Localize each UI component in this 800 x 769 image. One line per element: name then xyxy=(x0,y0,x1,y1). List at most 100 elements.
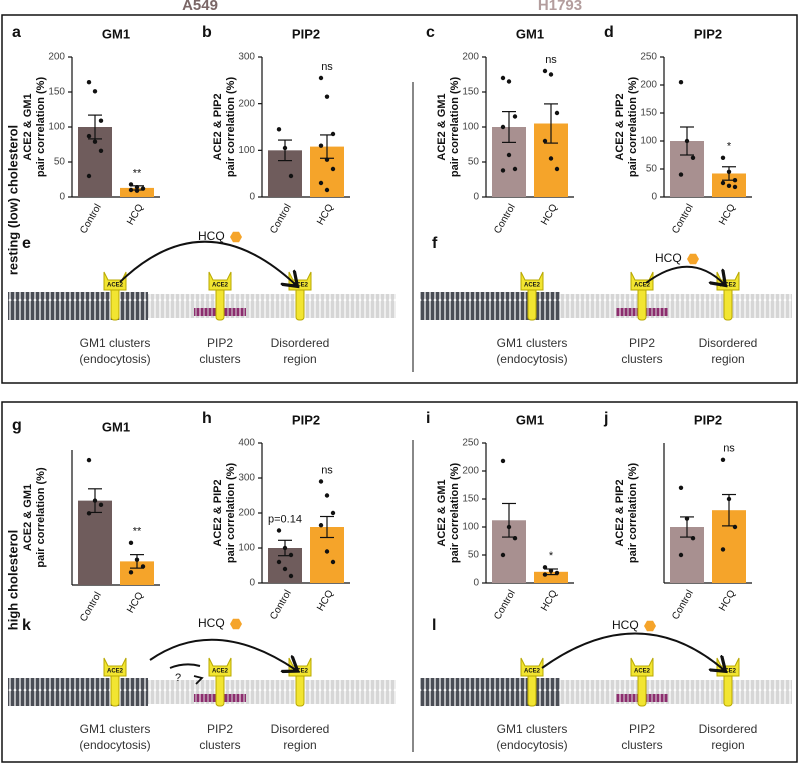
data-point xyxy=(500,75,506,81)
y-tick-label: 100 xyxy=(238,145,255,156)
significance-label: * xyxy=(727,141,732,153)
data-point xyxy=(288,552,294,558)
data-point xyxy=(512,114,518,119)
receptor-label: ACE2 xyxy=(212,283,229,289)
y-tick-label: 200 xyxy=(462,466,479,477)
data-point xyxy=(690,536,696,541)
x-tick-label: Control xyxy=(492,202,518,235)
significance-label: ** xyxy=(133,167,142,179)
y-tick-label: 0 xyxy=(249,192,255,203)
bar xyxy=(120,561,154,585)
data-point xyxy=(500,552,506,558)
x-tick-label: Control xyxy=(268,202,294,235)
receptor-label: ACE2 xyxy=(524,283,541,289)
data-point xyxy=(288,573,294,579)
data-point xyxy=(92,139,98,144)
y-axis-label: pair correlation (%) xyxy=(35,77,47,178)
ace2-receptor: ACE2 xyxy=(208,271,232,321)
receptor-stem xyxy=(295,285,305,321)
section-box xyxy=(1,14,798,384)
region-label: PIP2 xyxy=(207,336,233,350)
y-tick-label: 150 xyxy=(462,87,479,98)
panel-letter: h xyxy=(202,410,212,427)
data-point xyxy=(276,127,282,132)
significance-label: ns xyxy=(321,464,333,476)
receptor-label: ACE2 xyxy=(292,669,309,675)
chart-title: PIP2 xyxy=(694,412,722,427)
region-label: region xyxy=(283,738,316,752)
data-point xyxy=(720,457,726,462)
data-point xyxy=(542,138,548,144)
significance-label: * xyxy=(549,550,554,562)
data-point xyxy=(720,180,726,186)
panel-letter: l xyxy=(432,617,436,634)
y-tick-label: 200 xyxy=(238,508,255,519)
data-point xyxy=(324,94,330,99)
significance-label: ns xyxy=(723,443,735,455)
data-point xyxy=(98,118,104,123)
drug-icon xyxy=(687,253,699,265)
data-point xyxy=(684,138,690,144)
y-tick-label: 100 xyxy=(48,122,65,133)
receptor-head xyxy=(103,657,127,677)
data-point xyxy=(732,184,738,190)
row-label: high cholesterol xyxy=(5,530,20,630)
data-point xyxy=(282,145,288,151)
receptor-head xyxy=(208,657,232,677)
data-point xyxy=(500,124,506,130)
panel-letter: d xyxy=(604,24,614,41)
receptor-stem xyxy=(110,671,120,707)
data-point xyxy=(128,187,134,193)
data-point xyxy=(128,540,134,546)
chart-title: GM1 xyxy=(102,419,130,434)
y-tick-label: 250 xyxy=(462,438,479,449)
data-point xyxy=(554,570,560,576)
ace2-receptor: ACE2 xyxy=(520,657,544,707)
x-tick-label: Control xyxy=(268,588,294,621)
data-point xyxy=(678,172,684,177)
y-axis-label: pair correlation (%) xyxy=(627,77,639,178)
y-tick-label: 200 xyxy=(640,80,657,91)
receptor-label: ACE2 xyxy=(524,669,541,675)
data-point xyxy=(512,166,518,172)
data-point xyxy=(726,169,732,174)
data-point xyxy=(318,479,324,484)
data-point xyxy=(330,131,336,137)
data-point xyxy=(720,547,726,552)
x-tick-label: HCQ xyxy=(315,202,336,227)
data-point xyxy=(330,166,336,172)
chart-title: PIP2 xyxy=(292,412,320,427)
membrane-disordered xyxy=(148,680,396,704)
y-tick-label: 200 xyxy=(462,52,479,63)
receptor-label: ACE2 xyxy=(212,669,229,675)
membrane-ordered xyxy=(8,292,148,320)
y-tick-label: 100 xyxy=(640,136,657,147)
x-tick-label: Control xyxy=(670,202,696,235)
y-tick-label: 150 xyxy=(48,87,65,98)
x-tick-label: HCQ xyxy=(717,202,738,227)
receptor-head xyxy=(520,271,544,291)
significance-label: ns xyxy=(545,54,557,66)
data-point xyxy=(330,559,336,565)
data-point xyxy=(282,566,288,572)
data-point xyxy=(324,549,330,554)
panel-letter: g xyxy=(12,417,22,434)
chart-title: GM1 xyxy=(516,26,544,41)
data-point xyxy=(276,559,282,565)
data-point xyxy=(86,511,92,516)
y-tick-label: 50 xyxy=(54,157,66,168)
panel-letter: i xyxy=(426,410,430,427)
receptor-stem xyxy=(215,285,225,321)
data-point xyxy=(690,155,696,160)
drug-label: HCQ xyxy=(612,618,639,632)
drug-label: HCQ xyxy=(655,251,682,265)
section-box xyxy=(1,401,798,763)
data-point xyxy=(86,457,92,463)
membrane-ordered xyxy=(420,678,560,706)
receptor-stem xyxy=(723,285,733,321)
data-point xyxy=(500,168,506,173)
panel-letter: e xyxy=(22,235,31,252)
transition-arrow xyxy=(645,265,724,284)
data-point xyxy=(506,79,512,84)
